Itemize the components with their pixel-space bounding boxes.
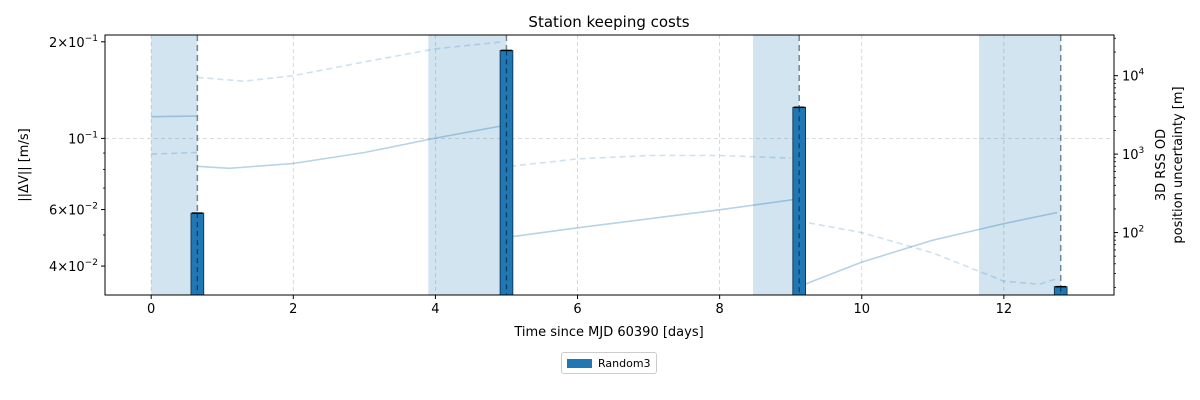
y2-tick-label: 102 [1122, 225, 1144, 242]
x-tick-label: 12 [996, 302, 1013, 317]
y-axis-label: ||ΔV|| [m/s] [17, 128, 32, 201]
y-tick-label: 2×10−1 [49, 34, 98, 51]
chart-title: Station keeping costs [528, 13, 689, 31]
legend-swatch [567, 358, 592, 368]
x-axis-label: Time since MJD 60390 [days] [513, 325, 703, 340]
grid-layer [105, 35, 1114, 295]
uncertainty-dashed-line [509, 154, 791, 168]
x-tick-label: 10 [853, 302, 870, 317]
bar-layer [190, 49, 1068, 296]
x-tick-label: 6 [573, 302, 581, 317]
y-tick-label: 10−1 [68, 130, 98, 147]
shaded-interval [753, 35, 800, 295]
y2-tick-label: 104 [1122, 68, 1145, 85]
uncertainty-solid-line [197, 124, 504, 170]
x-tick-label: 2 [289, 302, 297, 317]
y2-tick-label: 103 [1122, 146, 1144, 163]
x-tick-label: 4 [431, 302, 439, 317]
x-axis-ticks: 0 2 4 6 8 10 12 [147, 295, 1012, 317]
uncertainty-solid-line [804, 211, 1058, 285]
shaded-interval [151, 35, 198, 295]
maneuver-lines [196, 35, 1062, 295]
uncertainty-solid-line [509, 198, 795, 238]
legend: Random3 [561, 352, 657, 374]
x-tick-label: 8 [715, 302, 723, 317]
shaded-intervals [151, 35, 1061, 295]
y2-axis-label-line1: 3D RSS OD [1154, 129, 1169, 201]
uncertainty-curves [151, 41, 1058, 286]
plot-frame [104, 34, 1115, 296]
y2-axis-label-line2: position uncertainty [m] [1171, 86, 1186, 243]
uncertainty-solid-line [151, 115, 198, 118]
y2-axis-ticks: 102 103 104 [1114, 37, 1145, 288]
uncertainty-dashed-line [799, 220, 1058, 286]
y-tick-label: 6×10−2 [49, 202, 98, 219]
uncertainty-dashed-line [197, 41, 503, 83]
y-axis-ticks: 4×10−2 6×10−2 10−1 2×10−1 [49, 34, 105, 275]
legend-label: Random3 [598, 356, 651, 370]
shaded-interval [428, 35, 507, 295]
x-tick-label: 0 [147, 302, 155, 317]
y-tick-label: 4×10−2 [49, 258, 98, 275]
uncertainty-dashed-line [151, 151, 198, 155]
shaded-interval [978, 35, 1061, 295]
